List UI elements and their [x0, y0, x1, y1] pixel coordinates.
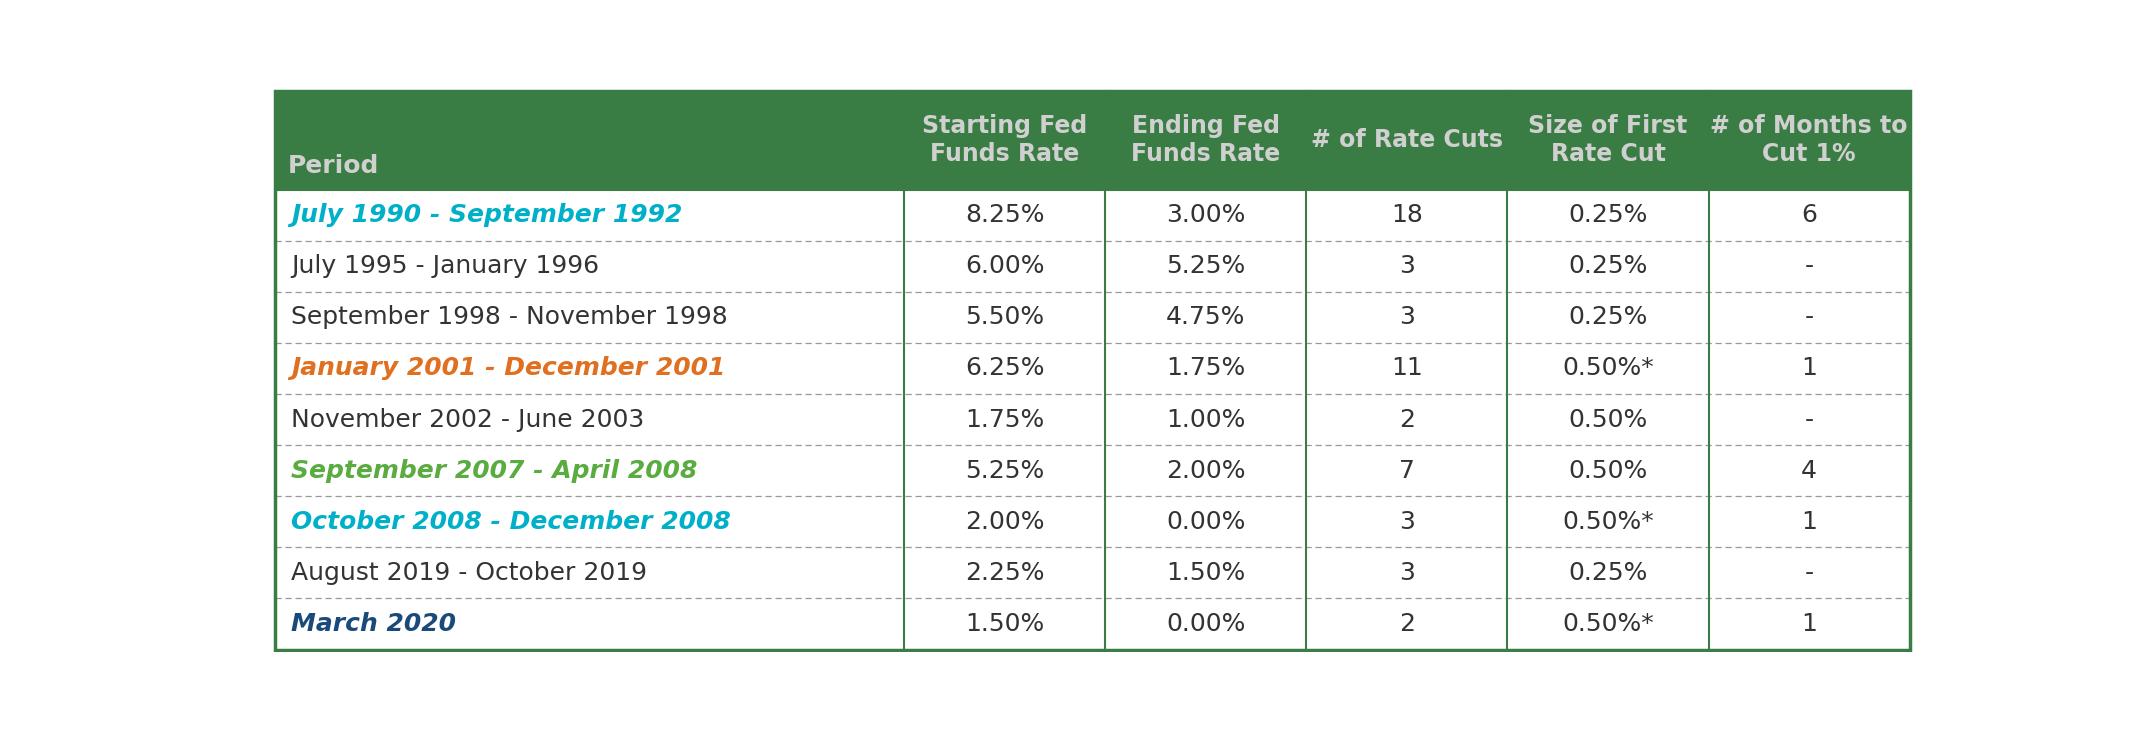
Text: 1.75%: 1.75% [965, 408, 1044, 432]
Text: 6.00%: 6.00% [965, 254, 1044, 279]
Text: July 1995 - January 1996: July 1995 - January 1996 [292, 254, 599, 279]
Text: 4.75%: 4.75% [1166, 306, 1245, 329]
Text: January 2001 - December 2001: January 2001 - December 2001 [292, 356, 725, 380]
Text: 3: 3 [1398, 561, 1415, 585]
Text: 3: 3 [1398, 306, 1415, 329]
Bar [275, 598, 1909, 649]
Bar [275, 343, 1909, 394]
Text: 1: 1 [1801, 509, 1818, 534]
Text: 6: 6 [1801, 203, 1818, 227]
Text: # of Months to
Cut 1%: # of Months to Cut 1% [1711, 114, 1907, 166]
Text: 3.00%: 3.00% [1166, 203, 1245, 227]
Text: Starting Fed
Funds Rate: Starting Fed Funds Rate [923, 114, 1087, 166]
Text: 1.50%: 1.50% [1166, 561, 1245, 585]
Text: 0.50%: 0.50% [1568, 408, 1647, 432]
Text: 1.00%: 1.00% [1166, 408, 1245, 432]
Text: September 1998 - November 1998: September 1998 - November 1998 [292, 306, 729, 329]
Text: 0.00%: 0.00% [1166, 612, 1245, 636]
Text: 0.25%: 0.25% [1568, 203, 1647, 227]
Text: 7: 7 [1398, 459, 1415, 482]
Text: 1.50%: 1.50% [965, 612, 1044, 636]
Bar [275, 91, 1909, 190]
Text: Ending Fed
Funds Rate: Ending Fed Funds Rate [1132, 114, 1281, 166]
Text: # of Rate Cuts: # of Rate Cuts [1311, 128, 1502, 152]
Text: July 1990 - September 1992: July 1990 - September 1992 [292, 203, 682, 227]
Text: 0.50%*: 0.50%* [1562, 509, 1654, 534]
Text: 0.50%*: 0.50%* [1562, 612, 1654, 636]
Text: Size of First
Rate Cut: Size of First Rate Cut [1528, 114, 1688, 166]
Text: October 2008 - December 2008: October 2008 - December 2008 [292, 509, 731, 534]
Text: 0.50%*: 0.50%* [1562, 356, 1654, 380]
Text: March 2020: March 2020 [292, 612, 456, 636]
Text: 2: 2 [1398, 612, 1415, 636]
Text: 3: 3 [1398, 509, 1415, 534]
Text: 2.25%: 2.25% [965, 561, 1044, 585]
Text: Period: Period [288, 154, 379, 178]
Text: 18: 18 [1392, 203, 1424, 227]
Text: 5.25%: 5.25% [965, 459, 1044, 482]
Text: November 2002 - June 2003: November 2002 - June 2003 [292, 408, 644, 432]
Text: 0.25%: 0.25% [1568, 306, 1647, 329]
Bar [275, 292, 1909, 343]
Text: 0.50%: 0.50% [1568, 459, 1647, 482]
Text: September 2007 - April 2008: September 2007 - April 2008 [292, 459, 697, 482]
Text: 2: 2 [1398, 408, 1415, 432]
Text: 6.25%: 6.25% [965, 356, 1044, 380]
Text: August 2019 - October 2019: August 2019 - October 2019 [292, 561, 648, 585]
Bar [275, 445, 1909, 496]
Text: 1: 1 [1801, 612, 1818, 636]
Text: 8.25%: 8.25% [965, 203, 1044, 227]
Text: 0.25%: 0.25% [1568, 254, 1647, 279]
Bar [275, 394, 1909, 445]
Text: 1: 1 [1801, 356, 1818, 380]
Text: -: - [1805, 408, 1813, 432]
Text: 11: 11 [1392, 356, 1424, 380]
Bar [275, 548, 1909, 598]
Text: 0.00%: 0.00% [1166, 509, 1245, 534]
Text: 3: 3 [1398, 254, 1415, 279]
Text: 0.25%: 0.25% [1568, 561, 1647, 585]
Text: 4: 4 [1801, 459, 1818, 482]
Text: 5.25%: 5.25% [1166, 254, 1245, 279]
Text: 2.00%: 2.00% [1166, 459, 1245, 482]
Text: 1.75%: 1.75% [1166, 356, 1245, 380]
Text: -: - [1805, 306, 1813, 329]
Bar [275, 240, 1909, 292]
Text: -: - [1805, 561, 1813, 585]
Bar [275, 496, 1909, 548]
Text: 2.00%: 2.00% [965, 509, 1044, 534]
Text: -: - [1805, 254, 1813, 279]
Bar [275, 190, 1909, 240]
Text: 5.50%: 5.50% [965, 306, 1044, 329]
